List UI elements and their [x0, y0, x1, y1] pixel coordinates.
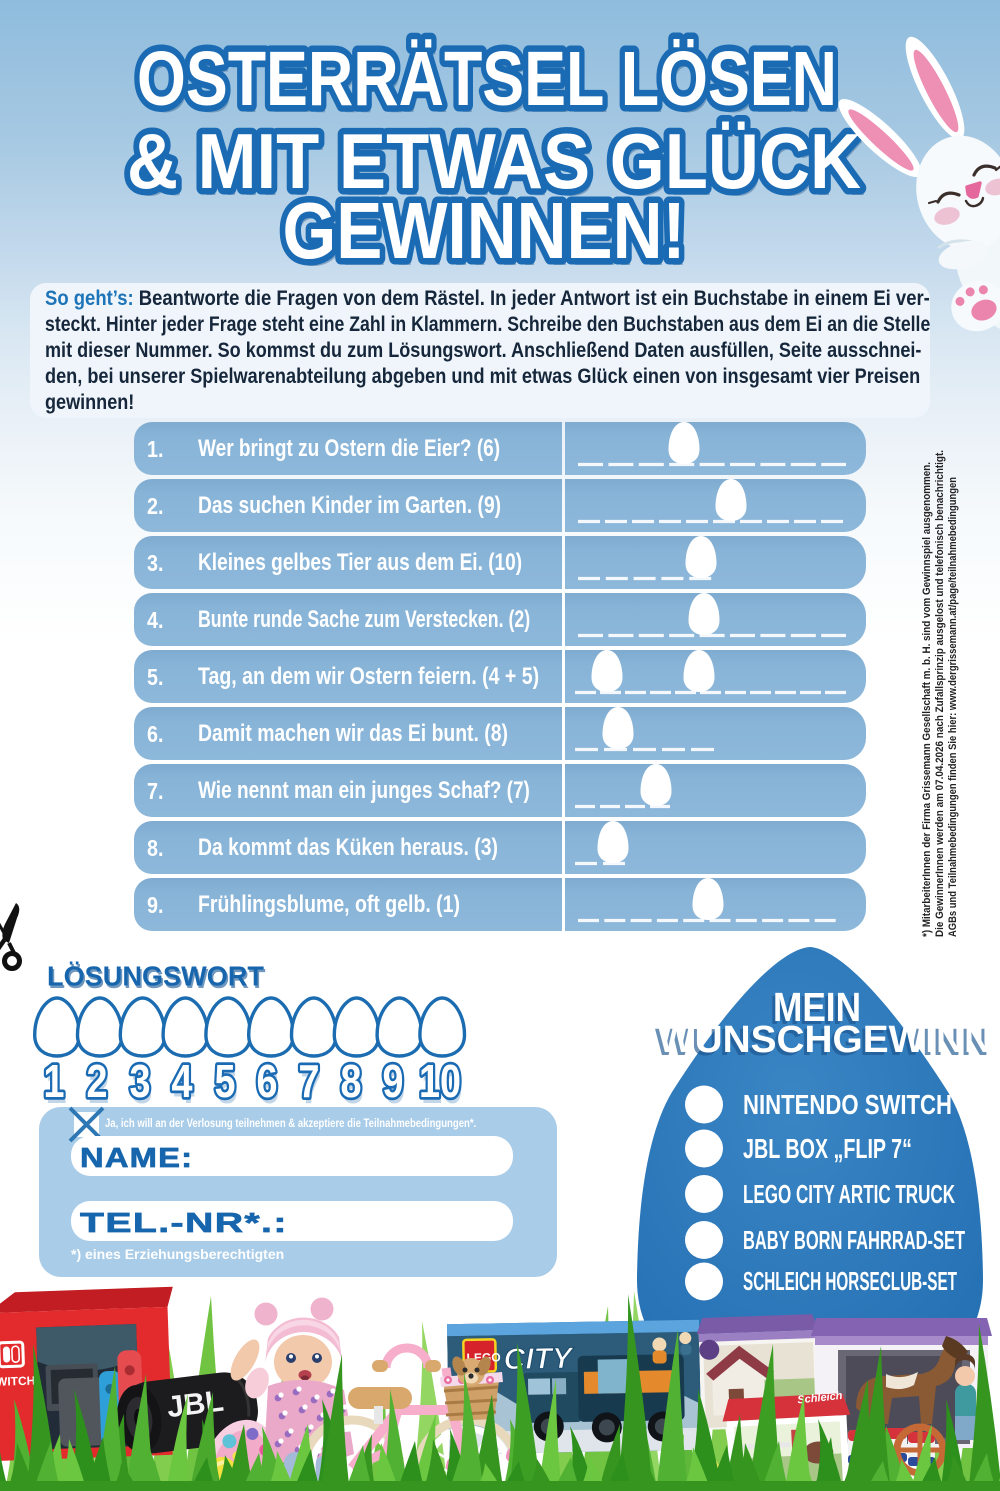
- svg-text:1: 1: [46, 1061, 67, 1110]
- svg-text:10: 10: [419, 1055, 461, 1106]
- svg-text:8: 8: [343, 1061, 364, 1110]
- svg-text:AGBs und Teilnahmebedingungen: AGBs und Teilnahmebedingungen finden Sie…: [947, 477, 959, 937]
- svg-text:CITY: CITY: [503, 1342, 575, 1376]
- svg-text:GEWINNEN!: GEWINNEN!: [287, 193, 690, 280]
- svg-text:6: 6: [257, 1055, 278, 1106]
- svg-text:4: 4: [174, 1061, 196, 1110]
- svg-text:4: 4: [172, 1055, 194, 1106]
- svg-text:LEGO CITY ARTIC TRUCK: LEGO CITY ARTIC TRUCK: [743, 1179, 955, 1209]
- svg-text:SCHLEICH HORSECLUB-SET: SCHLEICH HORSECLUB-SET: [743, 1266, 957, 1296]
- svg-text:10: 10: [421, 1061, 463, 1110]
- svg-text:1: 1: [44, 1055, 65, 1106]
- svg-text:OSTERRÄTSEL LÖSEN: OSTERRÄTSEL LÖSEN: [137, 36, 837, 122]
- svg-text:2: 2: [89, 1061, 110, 1110]
- svg-text:& MIT ETWAS GLÜCK: & MIT ETWAS GLÜCK: [127, 117, 861, 205]
- svg-text:MEIN: MEIN: [770, 987, 858, 1033]
- svg-text:NINTENDO SWITCH: NINTENDO SWITCH: [743, 1089, 952, 1120]
- svg-text:WUNSCHGEWINN: WUNSCHGEWINN: [658, 1019, 992, 1061]
- svg-text:9: 9: [383, 1055, 404, 1106]
- svg-text:7: 7: [298, 1055, 319, 1106]
- svg-text:3: 3: [132, 1061, 153, 1110]
- svg-text:BABY BORN FAHRRAD-SET: BABY BORN FAHRRAD-SET: [743, 1225, 965, 1255]
- svg-text:WUNSCHGEWINN: WUNSCHGEWINN: [655, 1022, 989, 1064]
- svg-text:Die GewinnerInnen werden am 07: Die GewinnerInnen werden am 07.04.2026 n…: [934, 450, 946, 937]
- svg-text:9: 9: [385, 1061, 406, 1110]
- svg-text:2: 2: [87, 1055, 108, 1106]
- svg-text:& MIT ETWAS GLÜCK: & MIT ETWAS GLÜCK: [131, 124, 865, 212]
- svg-text:Schleich: Schleich: [797, 1390, 844, 1407]
- svg-text:6: 6: [259, 1061, 280, 1110]
- svg-text:5: 5: [217, 1061, 238, 1110]
- svg-text:LÖSUNGSWORT: LÖSUNGSWORT: [49, 963, 266, 994]
- svg-text:MEIN: MEIN: [773, 984, 861, 1030]
- svg-text:GEWINNEN!: GEWINNEN!: [283, 186, 686, 275]
- svg-text:5: 5: [215, 1055, 236, 1106]
- svg-text:WITCH: WITCH: [0, 1374, 36, 1389]
- svg-text:*) MitarbeiterInnen der Firma: *) MitarbeiterInnen der Firma Grissemann…: [921, 462, 933, 937]
- svg-text:LÖSUNGSWORT: LÖSUNGSWORT: [47, 961, 264, 992]
- svg-text:JBL BOX „FLIP 7“: JBL BOX „FLIP 7“: [743, 1133, 912, 1164]
- svg-text:8: 8: [340, 1055, 361, 1106]
- svg-text:JBL: JBL: [165, 1385, 225, 1425]
- svg-text:7: 7: [301, 1061, 322, 1110]
- svg-text:3: 3: [129, 1055, 150, 1106]
- svg-text:OSTERRÄTSEL LÖSEN: OSTERRÄTSEL LÖSEN: [141, 43, 841, 129]
